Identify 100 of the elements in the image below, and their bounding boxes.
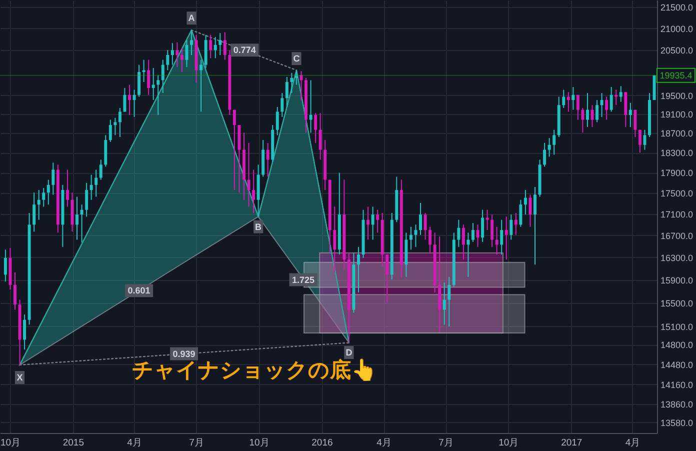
- candlestick: [161, 59, 164, 94]
- candlestick: [519, 199, 522, 228]
- y-tick-label: 19100.0: [660, 110, 694, 120]
- candlestick: [386, 254, 389, 304]
- candlestick: [409, 226, 412, 250]
- candlestick: [114, 117, 117, 136]
- candlestick: [552, 129, 556, 156]
- candlestick: [462, 224, 465, 260]
- candlestick: [170, 42, 174, 66]
- candlestick: [424, 212, 427, 240]
- x-tick-label: 2017: [561, 438, 582, 448]
- candlestick: [628, 102, 632, 128]
- x-tick-label: 2016: [312, 438, 333, 448]
- annotation: 1.725: [292, 274, 315, 285]
- candlestick: [52, 162, 55, 196]
- candlestick: [80, 204, 84, 243]
- y-tick-label: 14160.0: [660, 380, 694, 390]
- candlestick: [356, 246, 360, 293]
- candlestick: [37, 190, 40, 220]
- candlestick: [85, 182, 88, 218]
- x-tick-label: 4月: [625, 438, 641, 448]
- candlestick: [457, 219, 460, 248]
- candlestick: [185, 40, 188, 68]
- x-tick-label: 2015: [62, 438, 84, 448]
- candlestick: [476, 224, 480, 248]
- y-tick-label: 17900.0: [660, 168, 694, 178]
- candlestick: [94, 169, 98, 198]
- candlestick: [638, 129, 642, 154]
- candlestick: [76, 196, 79, 240]
- annotation: 0.939: [172, 348, 196, 359]
- candlestick: [576, 94, 580, 120]
- candlestick: [108, 119, 112, 142]
- candlestick: [66, 169, 69, 208]
- candlestick: [524, 190, 527, 216]
- y-tick-label: 13580.0: [660, 418, 694, 428]
- candlestick: [252, 169, 256, 214]
- candlestick: [590, 104, 594, 128]
- y-tick-label: 14480.0: [660, 360, 694, 370]
- candlestick: [147, 59, 150, 96]
- candlestick: [209, 34, 212, 59]
- candlestick: [514, 212, 518, 236]
- candlestick: [543, 142, 546, 168]
- annotation: C: [293, 54, 300, 64]
- candlestick: [13, 272, 16, 310]
- candlestick: [490, 214, 494, 248]
- candlestick: [419, 202, 422, 236]
- candlestick: [123, 87, 126, 112]
- candlestick: [90, 174, 93, 200]
- candlestick: [619, 86, 622, 102]
- candlestick: [294, 70, 298, 86]
- candlestick: [414, 224, 418, 248]
- candlestick: [366, 206, 370, 240]
- candlestick: [596, 99, 599, 123]
- y-tick-label: 20500.0: [660, 46, 694, 56]
- candlestick: [128, 84, 131, 116]
- x-tick-label: 10月: [249, 438, 270, 448]
- candlestick: [510, 214, 513, 240]
- y-tick-label: 14800.0: [660, 340, 694, 350]
- candlestick: [610, 86, 613, 112]
- candlestick: [218, 32, 222, 56]
- candlestick: [200, 59, 203, 112]
- candlestick: [428, 226, 432, 254]
- x-tick-label: 7月: [438, 438, 454, 448]
- candlestick: [300, 70, 303, 100]
- y-tick-label: 16700.0: [660, 230, 694, 241]
- y-tick-label: 15500.0: [660, 298, 694, 308]
- candlestick: [471, 222, 474, 242]
- candlestick: [314, 112, 318, 144]
- candlestick: [572, 86, 575, 110]
- candlestick: [562, 89, 566, 108]
- ref-line-label: 19935.4: [660, 70, 692, 80]
- candlestick: [500, 219, 504, 256]
- candlestick: [376, 209, 380, 234]
- x-tick-label: 4月: [376, 438, 392, 448]
- annotation: 0.601: [128, 286, 150, 296]
- candlestick: [495, 226, 498, 256]
- x-tick-label: 4月: [127, 438, 142, 448]
- candlestick: [152, 67, 155, 100]
- candlestick: [232, 109, 236, 191]
- annotation: X: [16, 372, 23, 383]
- candlestick: [442, 282, 446, 326]
- x-tick-label: 7月: [189, 438, 204, 448]
- annotation: 0.774: [233, 45, 256, 56]
- candlestick: [466, 232, 470, 278]
- candlestick: [566, 92, 570, 112]
- x-tick-label: 10月: [0, 438, 22, 448]
- candlestick: [223, 32, 226, 60]
- candlestick: [32, 192, 36, 232]
- candlestick: [138, 64, 141, 98]
- candlestick: [600, 92, 604, 118]
- candlestick: [118, 107, 122, 138]
- annotation: B: [255, 222, 262, 232]
- annotation: D: [346, 348, 353, 358]
- annotation: A: [188, 13, 196, 24]
- candlestick: [266, 142, 270, 178]
- y-tick-label: 17100.0: [660, 210, 694, 220]
- candlestick: [481, 209, 484, 242]
- candlestick: [548, 138, 551, 158]
- y-tick-label: 13860.0: [660, 399, 694, 410]
- candlestick: [371, 206, 374, 240]
